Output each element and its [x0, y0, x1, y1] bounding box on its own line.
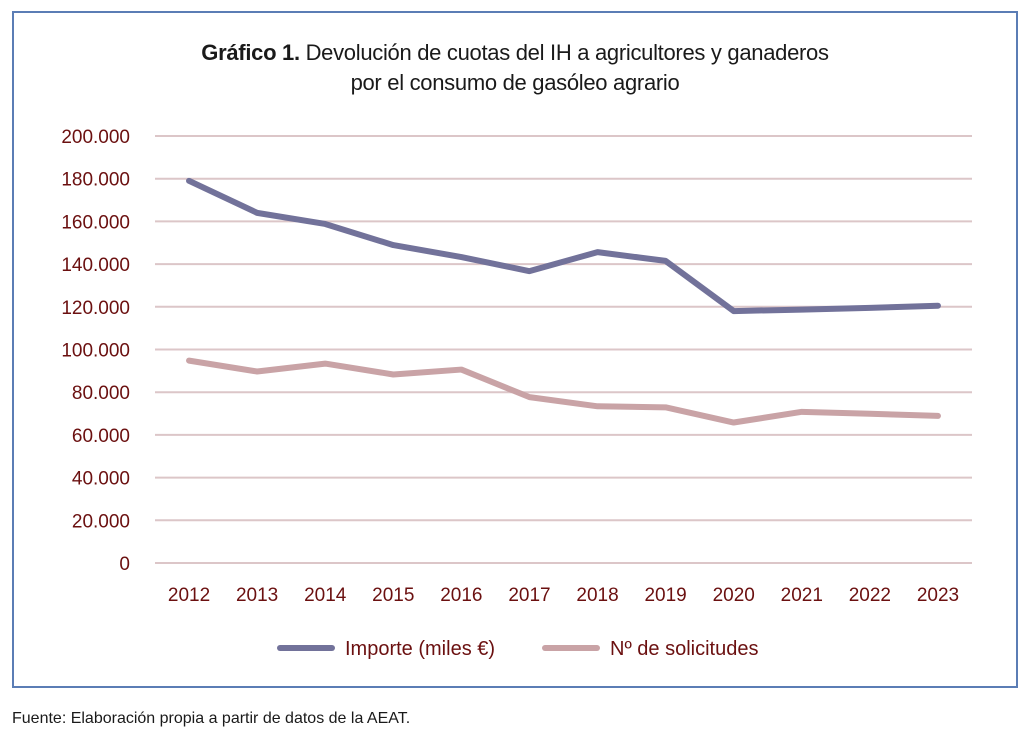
y-tick-label: 80.000: [72, 383, 130, 404]
line-chart: 0 20.000 40.000 60.000 80.000 100.000 120.000 1…: [61, 127, 972, 660]
x-tick-label: 2019: [644, 585, 686, 606]
y-tick-label: 60.000: [72, 426, 130, 447]
series-line-solicitudes: [186, 357, 941, 426]
title-bold: Gráfico 1.: [201, 40, 300, 65]
gridlines: [155, 135, 972, 564]
y-tick-label: 140.000: [61, 255, 130, 276]
chart-title: Gráfico 1. Devolución de cuotas del IH a…: [12, 38, 1018, 98]
series-line-importe: [186, 177, 941, 315]
x-tick-label: 2022: [849, 585, 891, 606]
x-tick-label: 2014: [304, 585, 347, 606]
x-tick-label: 2023: [917, 585, 959, 606]
chart-frame: [12, 11, 1018, 688]
y-tick-label: 180.000: [61, 170, 130, 191]
title-line-1: Gráfico 1. Devolución de cuotas del IH a…: [12, 38, 1018, 68]
y-tick-label: 200.000: [61, 127, 130, 148]
x-tick-label: 2018: [576, 585, 618, 606]
y-tick-label: 100.000: [61, 341, 130, 362]
x-tick-label: 2020: [713, 585, 755, 606]
x-tick-label: 2013: [236, 585, 278, 606]
legend: Importe (miles €) Nº de solicitudes: [277, 638, 759, 660]
x-axis-ticks: 2012 2013 2014 2015 2016 2017 2018 2019 2020 2021…: [168, 585, 959, 606]
x-tick-label: 2016: [440, 585, 482, 606]
y-tick-label: 20.000: [72, 511, 130, 532]
y-tick-label: 160.000: [61, 212, 130, 233]
x-tick-label: 2015: [372, 585, 414, 606]
y-tick-label: 120.000: [61, 298, 130, 319]
y-tick-label: 40.000: [72, 469, 130, 490]
title-rest: Devolución de cuotas del IH a agricultor…: [305, 40, 829, 65]
legend-label: Nº de solicitudes: [610, 638, 759, 660]
y-axis-ticks: 0 20.000 40.000 60.000 80.000 100.000 120.000 1…: [61, 127, 130, 575]
x-tick-label: 2021: [781, 585, 823, 606]
y-tick-label: 0: [119, 554, 130, 575]
x-tick-label: 2017: [508, 585, 550, 606]
title-line-2: por el consumo de gasóleo agrario: [350, 70, 680, 95]
x-tick-label: 2012: [168, 585, 210, 606]
series-lines: [186, 177, 941, 426]
source-note: Fuente: Elaboración propia a partir de d…: [12, 710, 411, 727]
legend-label: Importe (miles €): [345, 638, 495, 660]
